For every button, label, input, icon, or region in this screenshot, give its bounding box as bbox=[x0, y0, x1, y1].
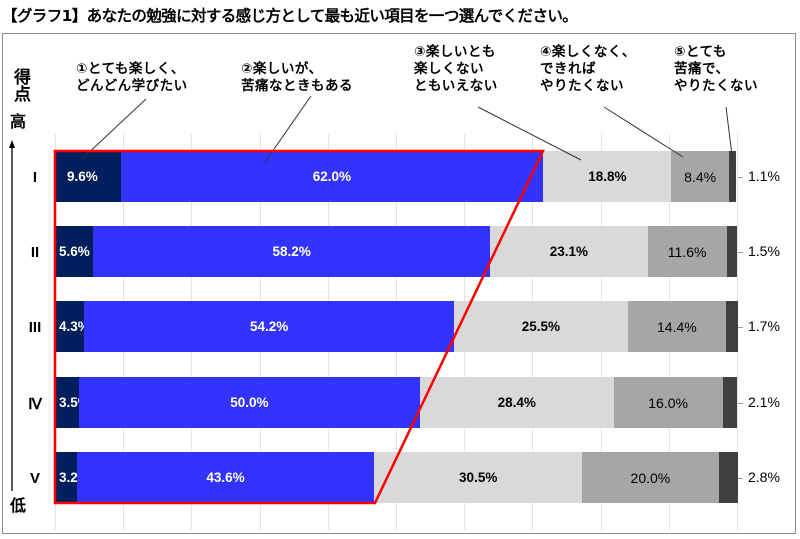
y-axis-arrow-icon bbox=[9, 140, 15, 491]
bar-segment-4: 11.6% bbox=[647, 226, 727, 277]
legend-annotation-2: ②楽しいが、 苦痛なときもある bbox=[241, 61, 353, 95]
bar-segment-4: 20.0% bbox=[582, 452, 719, 503]
annotation-line: どんどん学びたい bbox=[76, 78, 188, 94]
bar-row-1: 9.6% 62.0% 18.8% 8.4% bbox=[55, 151, 737, 202]
bar-segment-2: 58.2% bbox=[93, 226, 491, 277]
legend-annotation-4: ④楽しくなく、 できれば やりたくない bbox=[540, 44, 636, 95]
annotation-line: 楽しくない bbox=[414, 61, 484, 77]
annotation-line: ③楽しいとも bbox=[414, 44, 496, 60]
chart-title: 【グラフ1】あなたの勉強に対する感じ方として最も近い項目を一つ選んでください。 bbox=[2, 7, 578, 25]
row-label: III bbox=[28, 319, 42, 336]
chart-frame bbox=[2, 33, 796, 534]
bar-segment-3: 28.4% bbox=[419, 377, 614, 428]
bar-segment-5 bbox=[726, 226, 737, 277]
bar-row-3: 4.3% 54.2% 25.5% 14.4% bbox=[55, 301, 738, 352]
bar-segment-4: 16.0% bbox=[613, 377, 723, 428]
bar-segment-1: 4.3% bbox=[55, 301, 90, 352]
bar-segment-3: 25.5% bbox=[453, 301, 628, 352]
bar-row-5: 3.2% 43.6% 30.5% 20.0% bbox=[55, 452, 738, 503]
bar-segment-1: 5.6% bbox=[55, 226, 94, 277]
row-label: V bbox=[29, 470, 40, 487]
bar-segment-2: 43.6% bbox=[76, 452, 375, 503]
annotation-line: やりたくない bbox=[540, 78, 624, 94]
row-label: II bbox=[30, 244, 40, 261]
annotation-line: ⑤とても bbox=[674, 44, 727, 60]
annotation-line: ともいえない bbox=[414, 78, 498, 94]
row-label: I bbox=[32, 169, 38, 186]
bar-row-4: 3.5% 50.0% 28.4% 16.0% bbox=[55, 377, 737, 428]
bar-segment-1: 9.6% bbox=[55, 151, 121, 202]
annotation-line: ②楽しいが、 bbox=[241, 61, 323, 77]
y-axis-top-label: 得点 bbox=[10, 68, 30, 102]
bar-segment-5 bbox=[728, 151, 737, 202]
annotation-line: ①とても楽しく、 bbox=[76, 61, 185, 77]
bar-segment-4: 14.4% bbox=[627, 301, 726, 352]
legend-annotation-3: ③楽しいとも 楽しくない ともいえない bbox=[414, 44, 498, 95]
annotation-line: 苦痛なときもある bbox=[241, 78, 353, 94]
segment-5-label: 2.8% bbox=[748, 469, 780, 485]
annotation-line: できれば bbox=[540, 61, 596, 77]
bar-segment-3: 18.8% bbox=[543, 151, 672, 202]
leader-tick bbox=[738, 478, 743, 479]
leader-tick bbox=[738, 403, 743, 404]
bar-segment-2: 50.0% bbox=[78, 377, 420, 428]
leader-tick bbox=[738, 177, 743, 178]
annotation-line: 苦痛で、 bbox=[674, 61, 730, 77]
bar-segment-3: 30.5% bbox=[374, 452, 583, 503]
leader-lines bbox=[82, 95, 734, 164]
bar-row-2: 5.6% 58.2% 23.1% 11.6% bbox=[55, 226, 737, 277]
legend-annotation-1: ①とても楽しく、 どんどん学びたい bbox=[76, 61, 188, 95]
annotation-line: やりたくない bbox=[674, 78, 758, 94]
leader-tick bbox=[738, 252, 743, 253]
bar-segment-5 bbox=[722, 377, 737, 428]
bar-segment-5 bbox=[718, 452, 738, 503]
legend-annotation-5: ⑤とても 苦痛で、 やりたくない bbox=[674, 44, 758, 95]
row-label: Ⅳ bbox=[28, 396, 42, 413]
segment-5-label: 1.5% bbox=[748, 243, 780, 259]
highlight-outline bbox=[53, 149, 545, 505]
y-axis-high-label: 高 bbox=[10, 112, 27, 131]
segment-5-label: 2.1% bbox=[748, 394, 780, 410]
annotation-line: ④楽しくなく、 bbox=[540, 44, 636, 60]
segment-5-label: 1.7% bbox=[748, 318, 780, 334]
bar-segment-2: 62.0% bbox=[120, 151, 544, 202]
leader-tick bbox=[738, 327, 743, 328]
bar-segment-5 bbox=[725, 301, 738, 352]
bar-segment-4: 8.4% bbox=[671, 151, 729, 202]
segment-5-label: 1.1% bbox=[748, 168, 780, 184]
bar-segment-2: 54.2% bbox=[84, 301, 454, 352]
y-axis-low-label: 低 bbox=[10, 496, 27, 515]
bar-segment-3: 23.1% bbox=[490, 226, 648, 277]
